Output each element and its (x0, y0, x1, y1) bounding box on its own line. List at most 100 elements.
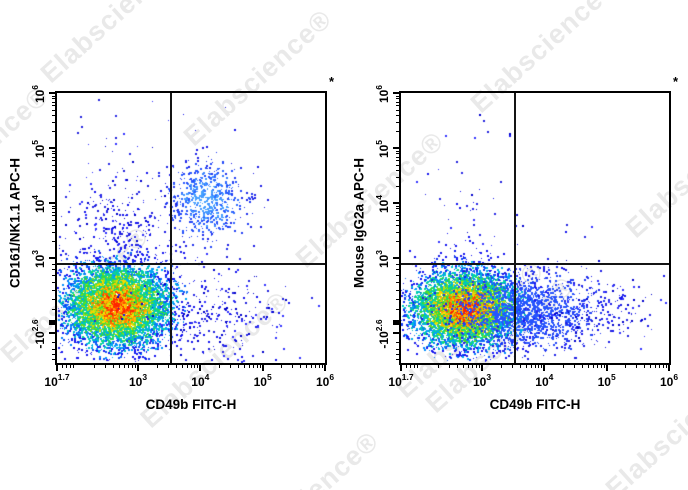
x-axis-major-tick (137, 365, 140, 371)
x-axis-minor-tick (587, 365, 589, 368)
x-axis-minor-tick (597, 365, 599, 368)
y-axis-minor-tick (52, 359, 55, 360)
y-axis-minor-tick (396, 101, 399, 103)
y-tick-label-negative: -102.6 (374, 319, 391, 349)
x-axis-minor-tick (230, 365, 232, 368)
x-axis-minor-tick (237, 365, 239, 368)
gate-line-vertical (170, 93, 172, 363)
y-axis-major-tick (49, 332, 55, 334)
y-axis-minor-tick (396, 186, 399, 188)
y-axis-minor-tick (52, 299, 55, 300)
y-axis-minor-tick (52, 176, 55, 178)
x-axis-minor-tick (119, 365, 121, 368)
y-tick-label: 103 (374, 249, 391, 269)
x-axis-minor-tick (186, 365, 188, 368)
x-axis-minor-tick (315, 365, 317, 368)
y-axis-minor-tick (396, 264, 399, 265)
significance-asterisk: * (673, 74, 679, 89)
y-axis-minor-tick (52, 150, 55, 152)
x-axis-minor-tick (292, 365, 294, 368)
y-axis-minor-tick (52, 153, 55, 155)
y-axis-minor-tick (396, 224, 399, 226)
y-axis-minor-tick (52, 231, 55, 233)
x-axis-minor-tick (468, 365, 470, 368)
y-axis-major-tick (49, 202, 55, 204)
x-axis-minor-tick (259, 365, 261, 368)
y-axis-minor-tick (396, 269, 399, 270)
y-tick-label: 106 (30, 84, 47, 104)
x-axis-minor-tick (197, 365, 199, 368)
y-axis-minor-tick (52, 169, 55, 171)
flow-panel-isotype-control: 101.7 103 104 105 106 106 105 104 103 -102.6 CD49b… (344, 0, 688, 490)
y-axis-minor-tick (52, 290, 55, 291)
x-axis-minor-tick (128, 365, 130, 368)
y-axis-minor-tick (396, 342, 399, 343)
x-axis-minor-tick (666, 365, 668, 368)
y-axis-minor-tick (52, 349, 55, 350)
x-axis-major-tick (324, 365, 326, 371)
y-axis-minor-tick (396, 241, 399, 243)
y-axis-minor-tick (52, 186, 55, 188)
x-axis-minor-tick (541, 365, 543, 368)
y-axis-major-tick (393, 147, 399, 149)
scatter-canvas (57, 93, 325, 363)
y-axis-minor-tick (52, 211, 55, 213)
x-axis-minor-tick (181, 365, 183, 368)
x-axis-minor-tick (592, 365, 594, 368)
y-axis-minor-tick (52, 224, 55, 226)
y-axis-zero-tick (393, 320, 399, 325)
y-axis-major-tick (49, 257, 55, 259)
x-axis-minor-tick (581, 365, 583, 368)
y-axis-minor-tick (52, 309, 55, 310)
x-axis-minor-tick (190, 365, 192, 368)
y-axis-minor-tick (396, 359, 399, 360)
y-axis-label: Mouse IgG2a APC-H (351, 157, 367, 289)
x-axis-minor-tick (650, 365, 652, 368)
y-tick-label: 105 (30, 139, 47, 159)
y-axis-minor-tick (52, 264, 55, 265)
x-axis-minor-tick (519, 365, 521, 368)
y-tick-label-negative: -102.6 (30, 319, 47, 349)
x-axis-major-tick (56, 365, 58, 371)
y-tick-label: 104 (30, 194, 47, 214)
x-axis-minor-tick (655, 365, 657, 368)
x-axis-minor-tick (416, 365, 418, 368)
x-axis-minor-tick (636, 365, 638, 368)
y-axis-major-tick (393, 202, 399, 204)
y-axis-minor-tick (396, 282, 399, 283)
y-axis-minor-tick (52, 160, 55, 162)
x-axis-minor-tick (511, 365, 513, 368)
x-axis-minor-tick (318, 365, 320, 368)
y-axis-minor-tick (396, 109, 399, 111)
x-axis-minor-tick (449, 365, 451, 368)
y-axis-zero-tick (49, 320, 55, 325)
y-axis-minor-tick (396, 156, 399, 158)
x-axis-minor-tick (534, 365, 536, 368)
y-axis-major-tick (393, 332, 399, 334)
y-tick-label: 104 (374, 194, 391, 214)
x-axis-minor-tick (72, 365, 74, 368)
y-axis-minor-tick (52, 205, 55, 207)
y-axis-minor-tick (396, 309, 399, 310)
x-axis-label: CD49b FITC-H (489, 397, 581, 412)
x-axis-major-tick (199, 365, 202, 371)
y-tick-label: 106 (374, 84, 391, 104)
y-axis-minor-tick (396, 114, 399, 116)
x-axis-minor-tick (574, 365, 576, 368)
y-axis-minor-tick (396, 211, 399, 213)
y-axis-minor-tick (52, 156, 55, 158)
x-axis-major-tick (400, 365, 402, 371)
gate-line-horizontal (57, 263, 325, 265)
y-axis-minor-tick (52, 105, 55, 107)
x-axis-minor-tick (243, 365, 245, 368)
y-axis-minor-tick (52, 131, 55, 133)
x-axis-minor-tick (113, 365, 115, 368)
x-axis-minor-tick (475, 365, 477, 368)
x-axis-minor-tick (538, 365, 540, 368)
y-axis-minor-tick (396, 219, 399, 221)
x-axis-minor-tick (625, 365, 627, 368)
y-axis-minor-tick (396, 150, 399, 152)
x-tick-label: 105 (253, 372, 272, 389)
flow-panel-stained: 101.7 103 104 105 106 106 105 104 103 -102.6 CD49b… (8, 74, 335, 412)
y-axis-minor-tick (396, 205, 399, 207)
